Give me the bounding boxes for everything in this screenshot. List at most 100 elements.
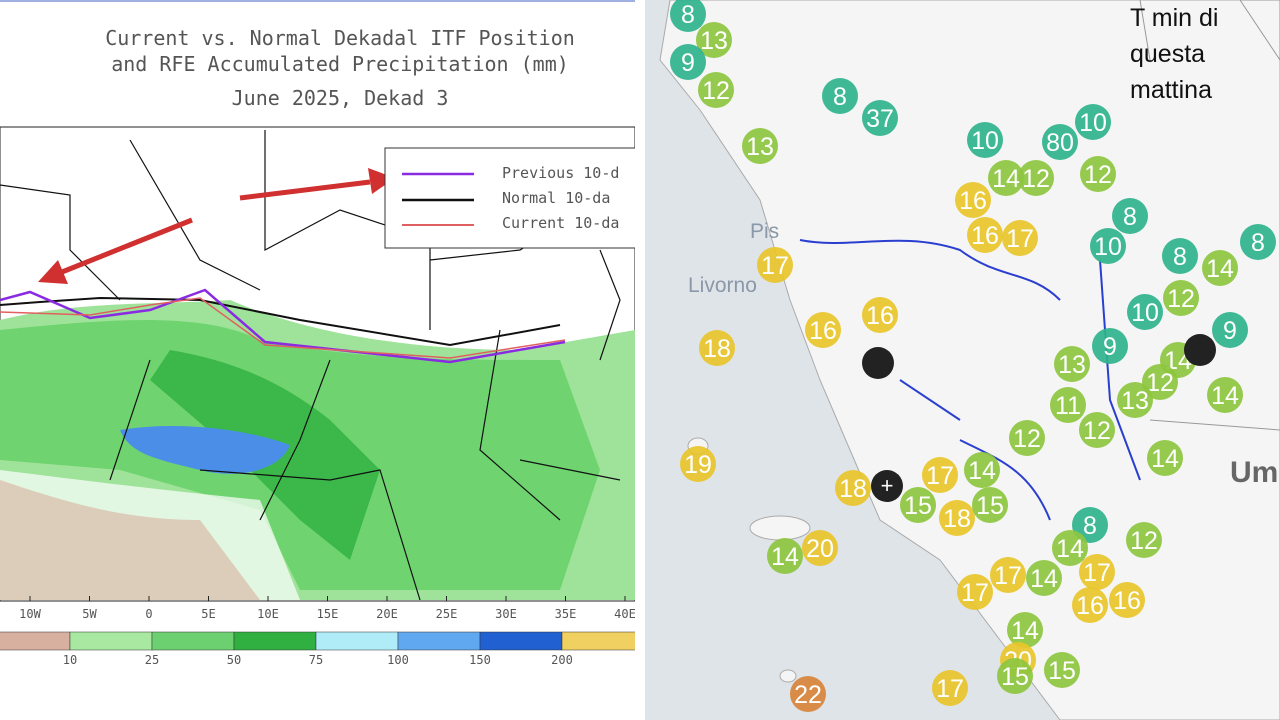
plus-icon: + (881, 473, 894, 498)
temperature-label: 10 (1131, 299, 1159, 327)
temperature-label: 19 (684, 451, 712, 479)
temperature-label: 22 (794, 681, 822, 709)
temperature-marker (790, 676, 826, 712)
temperature-label: 11 (1055, 392, 1081, 420)
temperature-marker (967, 217, 1003, 253)
temperature-marker (699, 330, 735, 366)
x-axis-label: 5W (82, 607, 97, 621)
temperature-marker (822, 78, 858, 114)
temperature-marker (670, 0, 706, 32)
temperature-label: 17 (926, 462, 954, 490)
temperature-marker (1202, 250, 1238, 286)
temperature-label: 15 (904, 492, 932, 520)
temperature-marker (862, 100, 898, 136)
station-dark (1184, 334, 1216, 366)
caption: questa (1130, 40, 1205, 68)
temperature-label: 17 (936, 675, 964, 703)
temperature-marker (1163, 280, 1199, 316)
legend-box (384, 147, 635, 249)
temperature-marker (802, 530, 838, 566)
colorbar-label: 100 (387, 653, 409, 667)
temperature-label: 12 (1130, 527, 1158, 555)
colorbar-swatch (151, 631, 235, 651)
colorbar-swatch (0, 631, 71, 651)
temperature-label: 8 (833, 83, 847, 111)
temperature-label: 17 (1083, 559, 1111, 587)
temperature-label: 16 (809, 317, 837, 345)
caption: T min di (1130, 4, 1218, 32)
temperature-marker (988, 160, 1024, 196)
rivers (799, 239, 1141, 521)
temperature-label: 10 (971, 127, 999, 155)
temperature-marker (1042, 124, 1078, 160)
temperature-label: 37 (866, 105, 894, 133)
legend-label: Current 10-da (502, 214, 619, 232)
temperature-label: 13 (1058, 351, 1086, 379)
x-axis-label: 10E (257, 607, 279, 621)
temperature-label: 8 (1173, 243, 1187, 271)
borders (0, 130, 621, 601)
temperature-label: 17 (1006, 225, 1034, 253)
temperature-marker (1142, 364, 1178, 400)
station-dark (862, 347, 894, 379)
temperature-label: 12 (1022, 165, 1050, 193)
temperature-label: 12 (1083, 417, 1111, 445)
temperature-label: 10 (1079, 109, 1107, 137)
temperature-label: 16 (971, 222, 999, 250)
station-dark (871, 470, 903, 502)
temperature-marker (696, 22, 732, 58)
temperature-label: 18 (703, 335, 731, 363)
temperature-marker (932, 670, 968, 706)
arrow-head (368, 168, 395, 194)
temperature-marker (1112, 198, 1148, 234)
temperature-marker (1007, 612, 1043, 648)
temperature-marker (1207, 377, 1243, 413)
temperature-label: 17 (961, 579, 989, 607)
temperature-marker (900, 487, 936, 523)
colorbar-label: 25 (145, 653, 159, 667)
temperature-label: 15 (976, 492, 1004, 520)
temperature-marker (1075, 104, 1111, 140)
temperature-marker (1026, 560, 1062, 596)
temperature-marker (862, 297, 898, 333)
temperature-marker (1240, 224, 1276, 260)
temperature-label: 8 (1123, 203, 1137, 231)
temperature-label: 15 (1048, 657, 1076, 685)
temperature-marker (757, 247, 793, 283)
caption: mattina (1130, 76, 1212, 104)
temperature-marker (997, 658, 1033, 694)
temperature-label: 12 (1167, 285, 1195, 313)
temperature-label: 17 (761, 252, 789, 280)
colorbar-label: 50 (227, 653, 241, 667)
temperature-label: 17 (994, 562, 1022, 590)
arrow (61, 217, 193, 275)
temperature-marker (1117, 382, 1153, 418)
colorbar-label: 75 (309, 653, 323, 667)
island (749, 515, 811, 541)
temperature-marker (1147, 440, 1183, 476)
colorbar-swatch (233, 631, 317, 651)
temperature-marker (1054, 346, 1090, 382)
temperature-label: 8 (1083, 512, 1097, 540)
temperature-marker (1079, 412, 1115, 448)
temperature-marker (835, 470, 871, 506)
legend-label: Normal 10-da (502, 189, 610, 207)
x-axis-label: 30E (495, 607, 517, 621)
temperature-marker (1162, 238, 1198, 274)
temperature-marker (1050, 387, 1086, 423)
precip-map: Current vs. Normal Dekadal ITF Position … (0, 0, 635, 667)
x-axis-label: 20E (376, 607, 398, 621)
temperature-marker (1109, 582, 1145, 618)
temperature-label: 16 (1113, 587, 1141, 615)
legend-label: Previous 10-d (502, 164, 619, 182)
normal-itf (0, 296, 561, 347)
temperature-label: 14 (1011, 617, 1039, 645)
temperature-marker (1127, 294, 1163, 330)
x-axis-label: 10W (19, 607, 41, 621)
temperature-marker (972, 487, 1008, 523)
colorbar-label: 200 (551, 653, 573, 667)
temperature-label: 13 (700, 27, 728, 55)
